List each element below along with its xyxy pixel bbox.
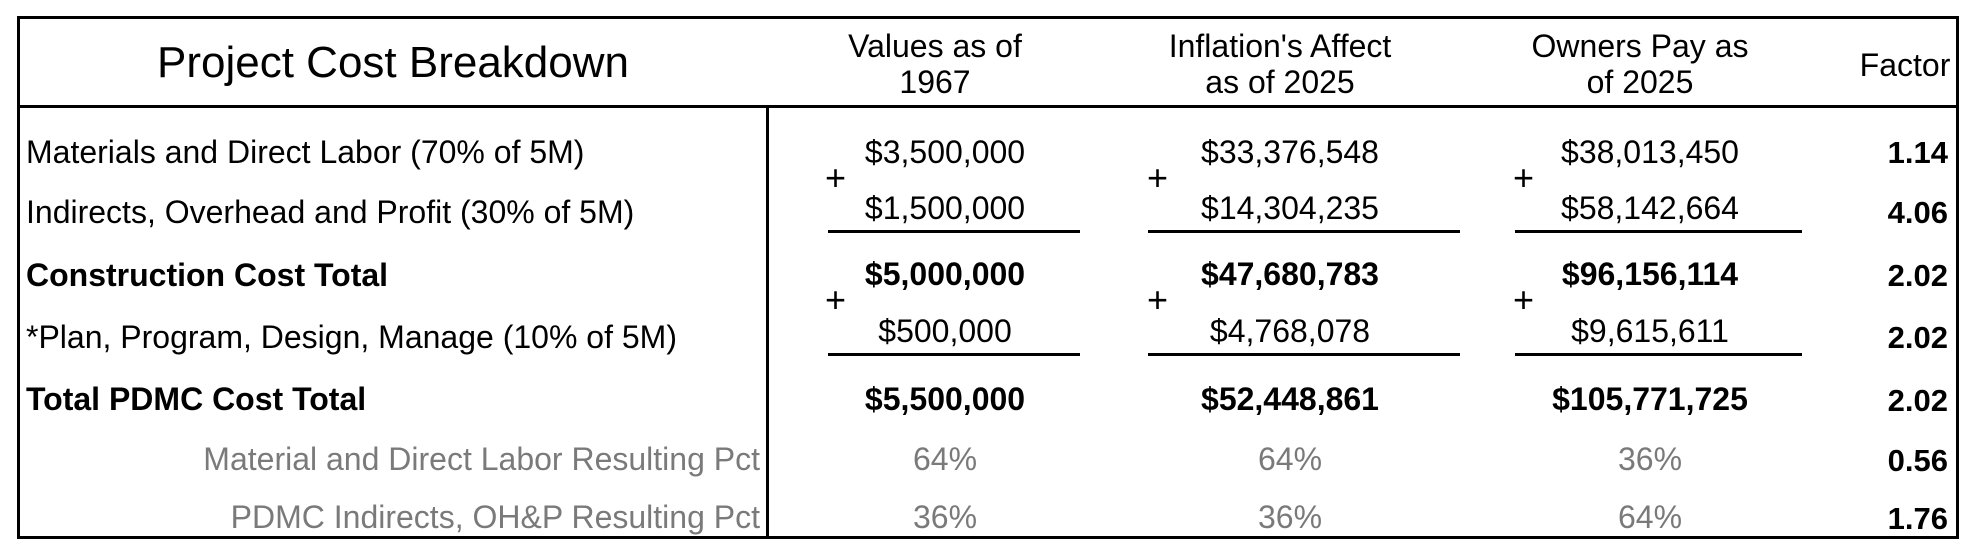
header-owners-pay-2025-line1: Owners Pay as [1531, 28, 1749, 64]
plus-sign: + [1147, 279, 1169, 320]
owners-pay: $105,771,725 [1552, 381, 1748, 417]
pct-2025: 64% [1257, 441, 1323, 477]
plus-sign: + [1147, 157, 1169, 198]
factor-value: 4.06 [1887, 195, 1948, 230]
value-1967: $5,500,000 [864, 381, 1026, 417]
plus-sign: + [1513, 279, 1535, 320]
plus-sign: + [825, 279, 847, 320]
sum-underline [1515, 353, 1802, 356]
label-column-divider [766, 107, 769, 539]
sum-underline [1148, 353, 1460, 356]
row-label-material-pct: Material and Direct Labor Resulting Pct [203, 441, 760, 477]
header-owners-pay-2025: Owners Pay as of 2025 [1510, 28, 1770, 100]
header-owners-pay-2025-line2: of 2025 [1586, 64, 1694, 100]
row-label-total-pdmc: Total PDMC Cost Total [26, 381, 367, 417]
sum-underline [828, 230, 1080, 233]
factor-value: 2.02 [1887, 258, 1948, 293]
value-2025: $33,376,548 [1201, 134, 1379, 170]
header-inflation-2025: Inflation's Affect as of 2025 [1130, 28, 1430, 100]
pct-1967: 36% [912, 499, 978, 535]
value-1967: $500,000 [878, 313, 1012, 349]
value-2025: $52,448,861 [1201, 381, 1379, 417]
row-label-pdmc-pct: PDMC Indirects, OH&P Resulting Pct [230, 499, 760, 535]
factor-value: 2.02 [1887, 320, 1948, 355]
sum-underline [1148, 230, 1460, 233]
value-2025: $47,680,783 [1201, 256, 1379, 292]
header-divider [20, 105, 1956, 108]
table-title: Project Cost Breakdown [157, 38, 629, 87]
value-1967: $1,500,000 [864, 190, 1026, 226]
row-label-plan-program: *Plan, Program, Design, Manage (10% of 5… [26, 319, 677, 355]
owners-pay: $9,615,611 [1571, 313, 1729, 349]
value-2025: $4,768,078 [1209, 313, 1371, 349]
owners-pay: $58,142,664 [1561, 190, 1739, 226]
value-1967: $5,000,000 [864, 256, 1026, 292]
pct-owners: 64% [1617, 499, 1683, 535]
owners-pay: $38,013,450 [1561, 134, 1739, 170]
sum-underline [828, 353, 1080, 356]
pct-1967: 64% [912, 441, 978, 477]
owners-pay: $96,156,114 [1561, 256, 1739, 292]
sum-underline [1515, 230, 1802, 233]
header-values-1967-line2: 1967 [899, 64, 971, 100]
factor-value: 1.76 [1887, 501, 1948, 536]
value-1967: $3,500,000 [864, 134, 1026, 170]
row-label-indirects: Indirects, Overhead and Profit (30% of 5… [26, 194, 635, 230]
row-label-construction-total: Construction Cost Total [26, 257, 389, 293]
factor-value: 1.14 [1887, 135, 1948, 170]
factor-value: 0.56 [1887, 443, 1948, 478]
cost-breakdown-table: Project Cost Breakdown Values as of 1967… [17, 16, 1959, 539]
row-label-materials: Materials and Direct Labor (70% of 5M) [26, 134, 585, 170]
header-factor: Factor [1859, 47, 1951, 83]
value-2025: $14,304,235 [1201, 190, 1379, 226]
header-values-1967-line1: Values as of [848, 28, 1022, 64]
pct-2025: 36% [1257, 499, 1323, 535]
plus-sign: + [1513, 157, 1535, 198]
header-inflation-2025-line1: Inflation's Affect [1168, 28, 1392, 64]
plus-sign: + [825, 157, 847, 198]
factor-value: 2.02 [1887, 383, 1948, 418]
header-inflation-2025-line2: as of 2025 [1205, 64, 1355, 100]
header-values-1967: Values as of 1967 [810, 28, 1060, 100]
pct-owners: 36% [1617, 441, 1683, 477]
